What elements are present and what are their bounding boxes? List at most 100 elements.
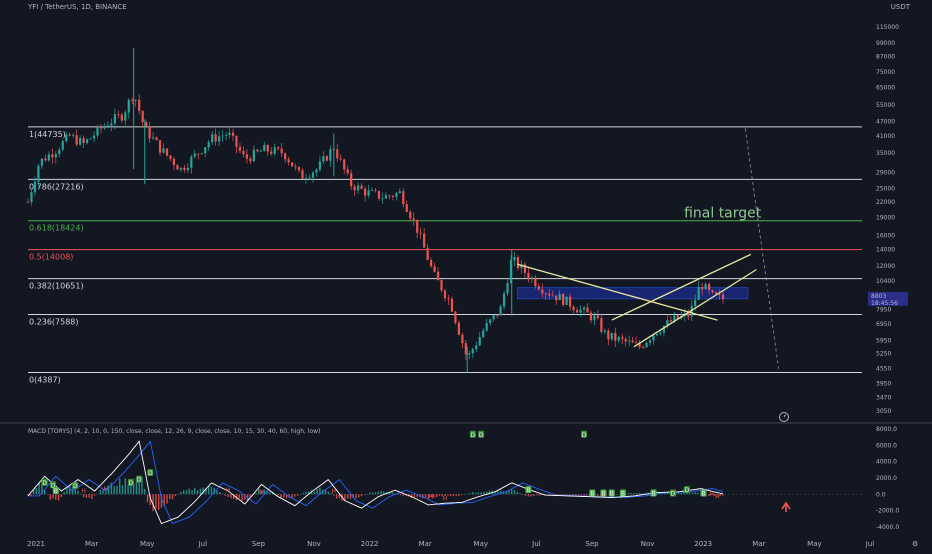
macd-histogram-bar [205, 488, 207, 495]
candle-body [134, 99, 137, 101]
macd-marker-bg [147, 469, 154, 477]
candle-body [652, 335, 655, 341]
candle-body [58, 149, 61, 154]
settings-icon[interactable]: ⚙ [912, 540, 918, 548]
candle-body [388, 195, 391, 197]
macd-histogram-bar [586, 494, 588, 496]
macd-histogram-bar [561, 494, 563, 496]
candle-body [172, 158, 176, 166]
candle-body [544, 293, 547, 295]
fib-retracement[interactable]: 1(44735) 0.786(27216) 0.618(18424) 0.5(1400… [28, 126, 862, 385]
price-tick-label: 3470 [876, 394, 891, 401]
macd-histogram-bar [388, 492, 391, 495]
macd-axis[interactable]: 8000.0 6000.0 4000.0 2000.0 0.0 -2000.0 -4000.… [876, 426, 899, 531]
candle-body [430, 260, 433, 267]
trendlines[interactable] [517, 253, 757, 348]
macd-histogram-bar [566, 494, 569, 495]
macd-histogram-bar [644, 493, 646, 495]
macd-histogram-bar [174, 494, 177, 497]
macd-histogram-bar [522, 494, 524, 495]
candle-body [190, 156, 193, 168]
trendline [611, 253, 752, 321]
candle-body [363, 188, 367, 196]
macd-histogram-bar [80, 493, 82, 495]
macd-histogram-bar [713, 494, 716, 496]
candle-body [569, 296, 572, 307]
time-axis[interactable]: 2021 Mar May Jul Sep Nov 2022 Mar May Jul Sep Nov 20… [27, 540, 874, 548]
macd-marker: B [701, 490, 705, 497]
candle-body [617, 337, 620, 341]
macd-marker-bg [478, 430, 485, 438]
candle-body [509, 260, 513, 284]
candle-body [242, 151, 245, 155]
consolidation-zone[interactable] [516, 287, 749, 300]
macd-histogram-bar [130, 480, 132, 495]
macd-histogram-bar [472, 492, 474, 495]
candle-body [641, 347, 645, 348]
macd-marker: D [671, 490, 676, 497]
macd-histogram-bar [269, 491, 271, 495]
candle-body [75, 135, 78, 145]
candle-body [158, 140, 162, 153]
macd-histogram-bar [383, 491, 385, 495]
macd-histogram-bar [352, 494, 354, 499]
macd-histogram-bar [697, 492, 699, 495]
fib-level-label: 0.786(27216) [29, 182, 84, 191]
macd-histogram-bar [497, 491, 499, 495]
time-tick-label: Jul [865, 540, 875, 548]
candle-body [499, 306, 502, 316]
macd-histogram-bar [141, 476, 143, 495]
macd-histogram-bar [374, 492, 377, 495]
macd-histogram-bar [266, 490, 268, 495]
candle-body [357, 185, 360, 191]
candle-body [82, 138, 85, 144]
annotation-final-target[interactable]: final target [684, 206, 762, 222]
macd-histogram-bar [452, 494, 455, 496]
candle-body [648, 340, 652, 343]
candle-body [551, 295, 554, 297]
macd-histogram-bar [46, 493, 49, 495]
macd-histogram-bar [474, 492, 477, 495]
candle-body [145, 122, 148, 127]
candle-body [697, 286, 700, 300]
candle-body [131, 99, 134, 101]
candle-body [47, 154, 50, 161]
macd-histogram-bar [333, 494, 335, 496]
macd-histogram-bar [171, 494, 174, 500]
macd-histogram-bar [391, 492, 393, 495]
trendline [633, 269, 757, 348]
price-tick-label: 75000 [876, 69, 895, 76]
macd-histogram-bar [577, 494, 580, 496]
fib-level-label: 0.5(14008) [29, 253, 73, 262]
candle-body [315, 169, 318, 173]
macd-title[interactable]: MACD [TORYS] (4, 2, 10, 0, 150, close, c… [28, 428, 320, 435]
macd-histogram-bar [52, 494, 54, 499]
candle-body [336, 149, 339, 159]
clock-icon[interactable] [779, 412, 789, 422]
macd-tick-label: 8000.0 [876, 426, 897, 433]
macd-histogram-bar [638, 492, 641, 495]
candle-body [252, 149, 255, 162]
macd-histogram-bar [377, 491, 379, 495]
candle-body [200, 153, 203, 155]
candle-body [193, 153, 196, 157]
macd-marker-bg [683, 486, 690, 494]
macd-histogram-bar [711, 494, 713, 496]
macd-histogram-bar [260, 490, 263, 495]
candle-body [534, 277, 537, 287]
macd-histogram-bar [480, 492, 482, 495]
macd-marker: B [54, 488, 58, 495]
macd-histogram-bar [349, 494, 352, 499]
price-tick-label: 65000 [876, 84, 895, 91]
macd-marker-bg [50, 481, 57, 489]
candle-body [228, 132, 231, 136]
candle-body [391, 196, 394, 197]
candle-body [718, 294, 721, 296]
macd-histogram-bar [516, 492, 518, 495]
macd-histogram-bar [477, 492, 480, 495]
macd-histogram-bar [157, 494, 160, 511]
time-tick-label: Nov [641, 540, 655, 548]
projection-line[interactable] [744, 128, 779, 369]
